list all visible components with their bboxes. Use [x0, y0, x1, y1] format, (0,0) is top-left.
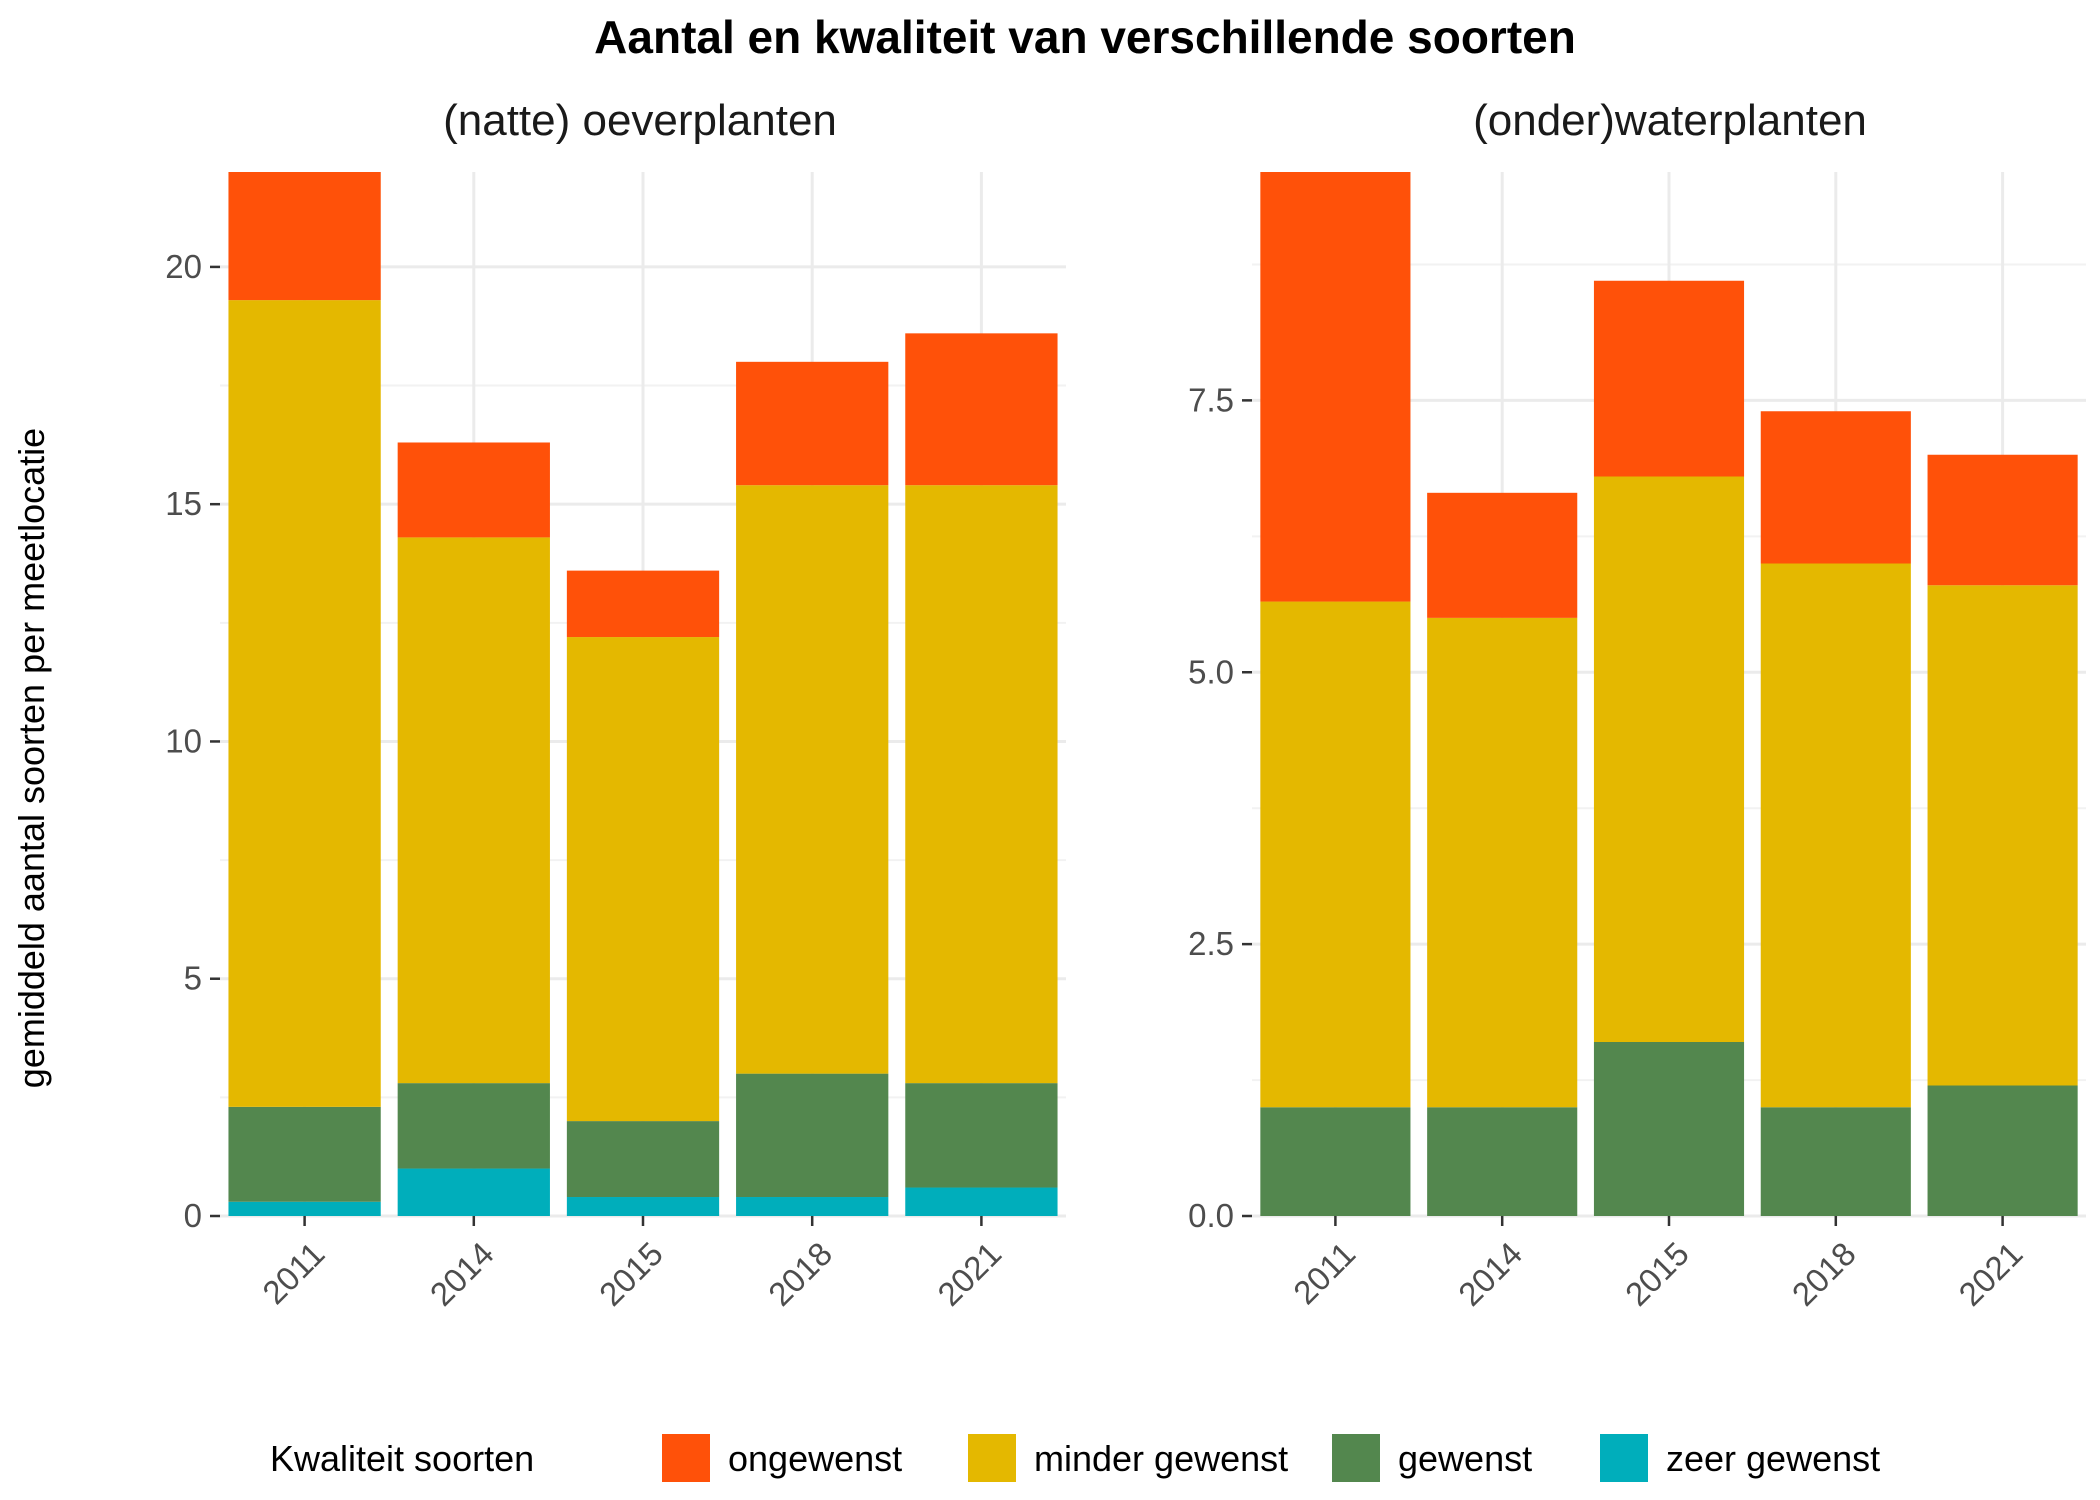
bar-segment-gewenst-2011 [228, 1106, 381, 1202]
x-tick-label: 2011 [255, 1235, 331, 1311]
y-tick-label: 20 [165, 248, 202, 285]
panel-subtitle: (onder)waterplanten [1473, 96, 1867, 145]
x-tick-label: 2021 [930, 1235, 1008, 1313]
legend-label: minder gewenst [1034, 1438, 1288, 1479]
bar-segment-zeer-gewenst-2015 [566, 1197, 720, 1216]
chart-title: Aantal en kwaliteit van verschillende so… [594, 11, 1576, 63]
x-tick-label: 2014 [1451, 1235, 1529, 1313]
bar-segment-gewenst-2021 [905, 1083, 1058, 1188]
x-tick-label: 2021 [1951, 1235, 2029, 1313]
bar-segment-minder-gewenst-2015 [566, 637, 720, 1122]
bar-segment-gewenst-2015 [566, 1121, 720, 1198]
bar-segment-zeer-gewenst-2018 [736, 1197, 889, 1216]
y-tick-label: 15 [165, 485, 202, 522]
legend-key [1600, 1434, 1648, 1482]
y-tick-label: 0.0 [1188, 1197, 1234, 1234]
bar-segment-gewenst-2014 [397, 1083, 550, 1169]
y-tick-label: 0 [184, 1197, 202, 1234]
y-tick-label: 5.0 [1188, 653, 1234, 690]
x-tick-label: 2011 [1286, 1235, 1362, 1311]
chart-panels: (natte) oeverplanten 0 5 10 15 20 2011 2014 2015… [165, 96, 2086, 1313]
bar-segment-ongewenst-2011 [228, 172, 381, 301]
bar-segment-gewenst-2021 [1927, 1085, 2078, 1216]
x-tick-label: 2015 [592, 1235, 670, 1313]
bar-segment-zeer-gewenst-2021 [905, 1187, 1058, 1216]
legend-title: Kwaliteit soorten [270, 1438, 534, 1479]
bar-segment-minder-gewenst-2011 [1260, 601, 1411, 1108]
legend-label: zeer gewenst [1666, 1438, 1880, 1479]
bar-segment-gewenst-2015 [1593, 1042, 1745, 1216]
legend: Kwaliteit soorten ongewenst minder gewenst… [270, 1434, 1880, 1482]
bar-segment-ongewenst-2018 [1760, 411, 1911, 564]
legend-item-minder-gewenst: minder gewenst [968, 1434, 1288, 1482]
panel-subtitle: (natte) oeverplanten [443, 96, 837, 145]
legend-key [1332, 1434, 1380, 1482]
bar-segment-gewenst-2018 [736, 1073, 889, 1198]
bar-segment-minder-gewenst-2021 [905, 485, 1058, 1084]
bar-segment-zeer-gewenst-2014 [397, 1168, 550, 1216]
x-tick-label: 2015 [1618, 1235, 1696, 1313]
legend-item-ongewenst: ongewenst [662, 1434, 902, 1482]
bar-segment-minder-gewenst-2021 [1927, 585, 2078, 1086]
bar-segment-minder-gewenst-2011 [228, 300, 381, 1107]
bar-segment-minder-gewenst-2018 [1760, 563, 1911, 1108]
bar-segment-gewenst-2018 [1760, 1107, 1911, 1216]
legend-label: ongewenst [728, 1438, 902, 1479]
bar-segment-minder-gewenst-2014 [397, 537, 550, 1084]
bar-segment-ongewenst-2011 [1260, 172, 1411, 602]
y-tick-label: 5 [184, 960, 202, 997]
bar-segment-ongewenst-2014 [397, 442, 550, 538]
legend-label: gewenst [1398, 1438, 1532, 1479]
bar-segment-minder-gewenst-2014 [1427, 617, 1578, 1108]
x-tick-label: 2018 [761, 1235, 839, 1313]
bar-segment-zeer-gewenst-2011 [228, 1201, 381, 1216]
x-tick-label: 2014 [423, 1235, 501, 1313]
panel-2: (onder)waterplanten 0.0 2.5 5.0 7.5 2011 2014 2… [1188, 96, 2086, 1313]
bar-segment-ongewenst-2015 [566, 570, 720, 638]
bar-segment-minder-gewenst-2015 [1593, 476, 1745, 1042]
bar-segment-ongewenst-2015 [1593, 280, 1745, 477]
bar-segment-ongewenst-2021 [1927, 454, 2078, 586]
legend-key [662, 1434, 710, 1482]
legend-key [968, 1434, 1016, 1482]
bar-segment-gewenst-2014 [1427, 1107, 1578, 1216]
panel-1: (natte) oeverplanten 0 5 10 15 20 2011 2014 2015… [165, 96, 1066, 1313]
y-tick-label: 2.5 [1188, 925, 1234, 962]
bar-segment-gewenst-2011 [1260, 1107, 1411, 1216]
y-tick-label: 7.5 [1188, 381, 1234, 418]
bar-segment-ongewenst-2018 [736, 361, 889, 486]
bar-segment-ongewenst-2021 [905, 333, 1058, 486]
y-tick-label: 10 [165, 722, 202, 759]
legend-item-zeer-gewenst: zeer gewenst [1600, 1434, 1880, 1482]
bar-segment-ongewenst-2014 [1427, 492, 1578, 618]
y-axis-label: gemiddeld aantal soorten per meetlocatie [11, 428, 52, 1088]
bar-segment-minder-gewenst-2018 [736, 485, 889, 1074]
x-tick-label: 2018 [1785, 1235, 1863, 1313]
legend-item-gewenst: gewenst [1332, 1434, 1532, 1482]
